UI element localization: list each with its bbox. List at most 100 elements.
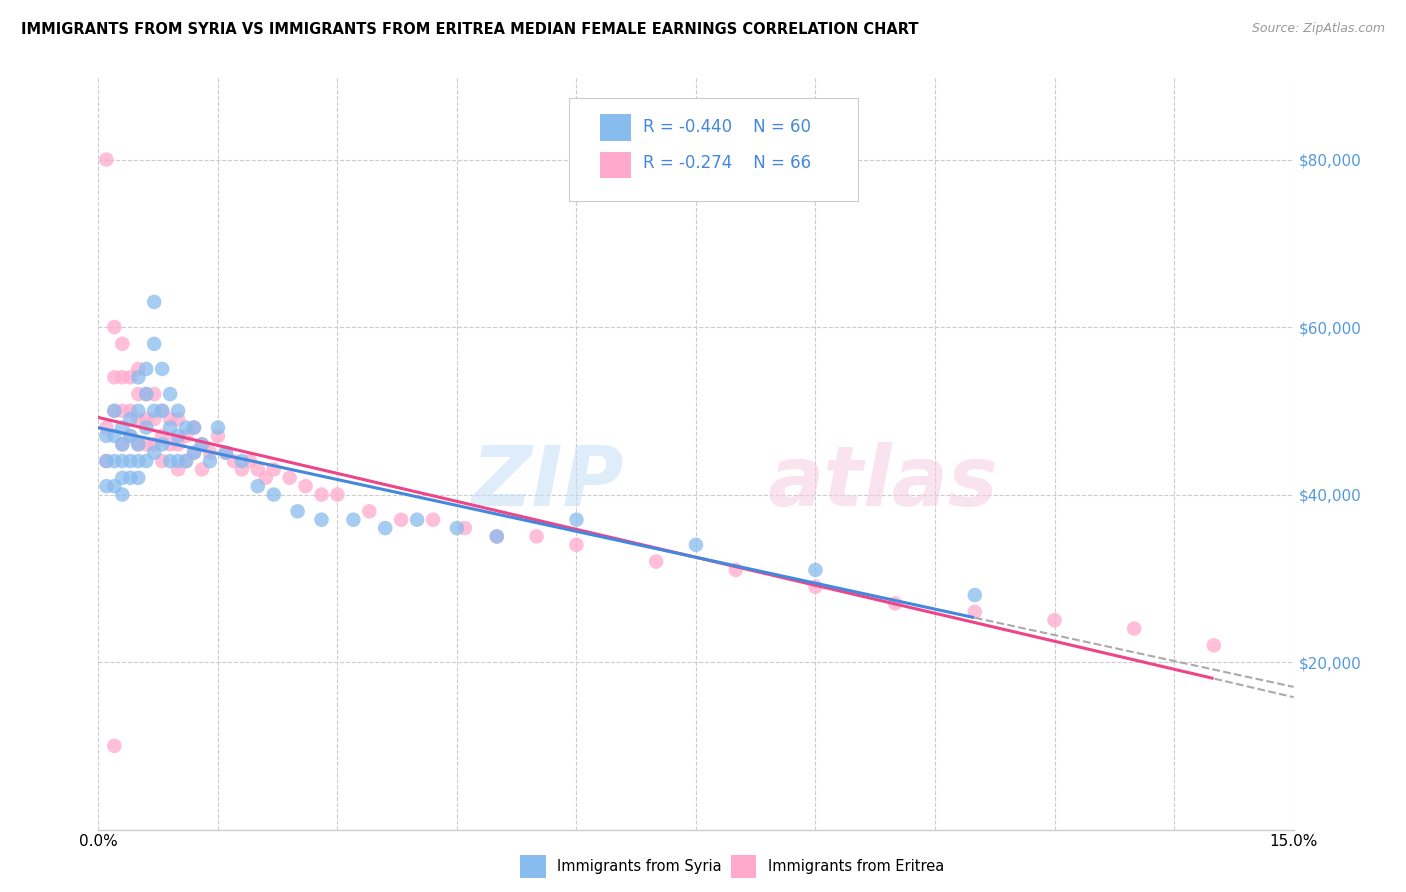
Point: [167, 429, 190, 443]
Point: [103, 454, 125, 468]
Point: [111, 487, 134, 501]
Point: [174, 454, 197, 468]
Text: ZIP: ZIP: [471, 442, 624, 524]
Point: [183, 420, 205, 434]
Point: [150, 454, 173, 468]
Point: [120, 429, 142, 443]
Text: R = -0.440    N = 60: R = -0.440 N = 60: [643, 118, 810, 136]
Point: [374, 521, 396, 535]
Point: [263, 462, 285, 476]
Point: [804, 563, 827, 577]
Point: [215, 445, 238, 459]
Point: [135, 437, 157, 451]
Point: [127, 437, 149, 451]
Point: [159, 412, 181, 426]
Point: [103, 739, 125, 753]
Point: [422, 513, 444, 527]
Point: [150, 404, 173, 418]
Point: [135, 387, 157, 401]
Point: [645, 555, 668, 569]
Point: [111, 454, 134, 468]
Point: [207, 429, 229, 443]
Point: [174, 454, 197, 468]
Point: [143, 445, 166, 459]
Point: [963, 605, 986, 619]
Point: [120, 412, 142, 426]
Point: [143, 336, 166, 351]
Point: [103, 479, 125, 493]
Point: [103, 429, 125, 443]
Point: [167, 462, 190, 476]
Point: [96, 153, 118, 167]
Point: [1202, 638, 1225, 652]
Point: [143, 437, 166, 451]
Point: [1043, 613, 1066, 627]
Point: [174, 420, 197, 434]
Point: [454, 521, 477, 535]
Point: [254, 471, 277, 485]
Point: [150, 362, 173, 376]
Point: [191, 462, 214, 476]
Point: [96, 454, 118, 468]
Point: [120, 454, 142, 468]
Point: [198, 454, 221, 468]
Point: [111, 336, 134, 351]
Point: [103, 370, 125, 384]
Point: [120, 370, 142, 384]
Point: [120, 404, 142, 418]
Point: [135, 362, 157, 376]
Point: [278, 471, 301, 485]
Text: Immigrants from Syria: Immigrants from Syria: [557, 859, 721, 873]
Point: [135, 420, 157, 434]
Point: [884, 596, 907, 610]
Point: [231, 454, 253, 468]
Point: [159, 387, 181, 401]
Point: [198, 445, 221, 459]
Text: Immigrants from Eritrea: Immigrants from Eritrea: [768, 859, 943, 873]
Point: [294, 479, 316, 493]
Point: [167, 412, 190, 426]
Point: [127, 471, 149, 485]
Point: [103, 404, 125, 418]
Point: [485, 529, 508, 543]
Point: [167, 454, 190, 468]
Point: [143, 294, 166, 309]
Point: [159, 420, 181, 434]
Point: [446, 521, 468, 535]
Point: [215, 445, 238, 459]
Point: [389, 513, 412, 527]
Point: [103, 404, 125, 418]
Point: [222, 454, 245, 468]
Point: [96, 454, 118, 468]
Point: [246, 462, 269, 476]
Point: [159, 437, 181, 451]
Point: [127, 362, 149, 376]
Point: [127, 412, 149, 426]
Text: IMMIGRANTS FROM SYRIA VS IMMIGRANTS FROM ERITREA MEDIAN FEMALE EARNINGS CORRELAT: IMMIGRANTS FROM SYRIA VS IMMIGRANTS FROM…: [21, 22, 918, 37]
Point: [111, 420, 134, 434]
Point: [96, 429, 118, 443]
Point: [111, 404, 134, 418]
Point: [191, 437, 214, 451]
Point: [127, 370, 149, 384]
Point: [287, 504, 309, 518]
Point: [143, 387, 166, 401]
Point: [111, 437, 134, 451]
Point: [207, 420, 229, 434]
Text: Source: ZipAtlas.com: Source: ZipAtlas.com: [1251, 22, 1385, 36]
Point: [183, 445, 205, 459]
Point: [263, 487, 285, 501]
Point: [183, 420, 205, 434]
Point: [135, 454, 157, 468]
Point: [111, 437, 134, 451]
Text: R = -0.274    N = 66: R = -0.274 N = 66: [643, 154, 811, 172]
Point: [239, 454, 262, 468]
Point: [111, 471, 134, 485]
Point: [127, 437, 149, 451]
Point: [724, 563, 747, 577]
Point: [342, 513, 364, 527]
Point: [150, 437, 173, 451]
Point: [127, 454, 149, 468]
Point: [485, 529, 508, 543]
Point: [231, 462, 253, 476]
